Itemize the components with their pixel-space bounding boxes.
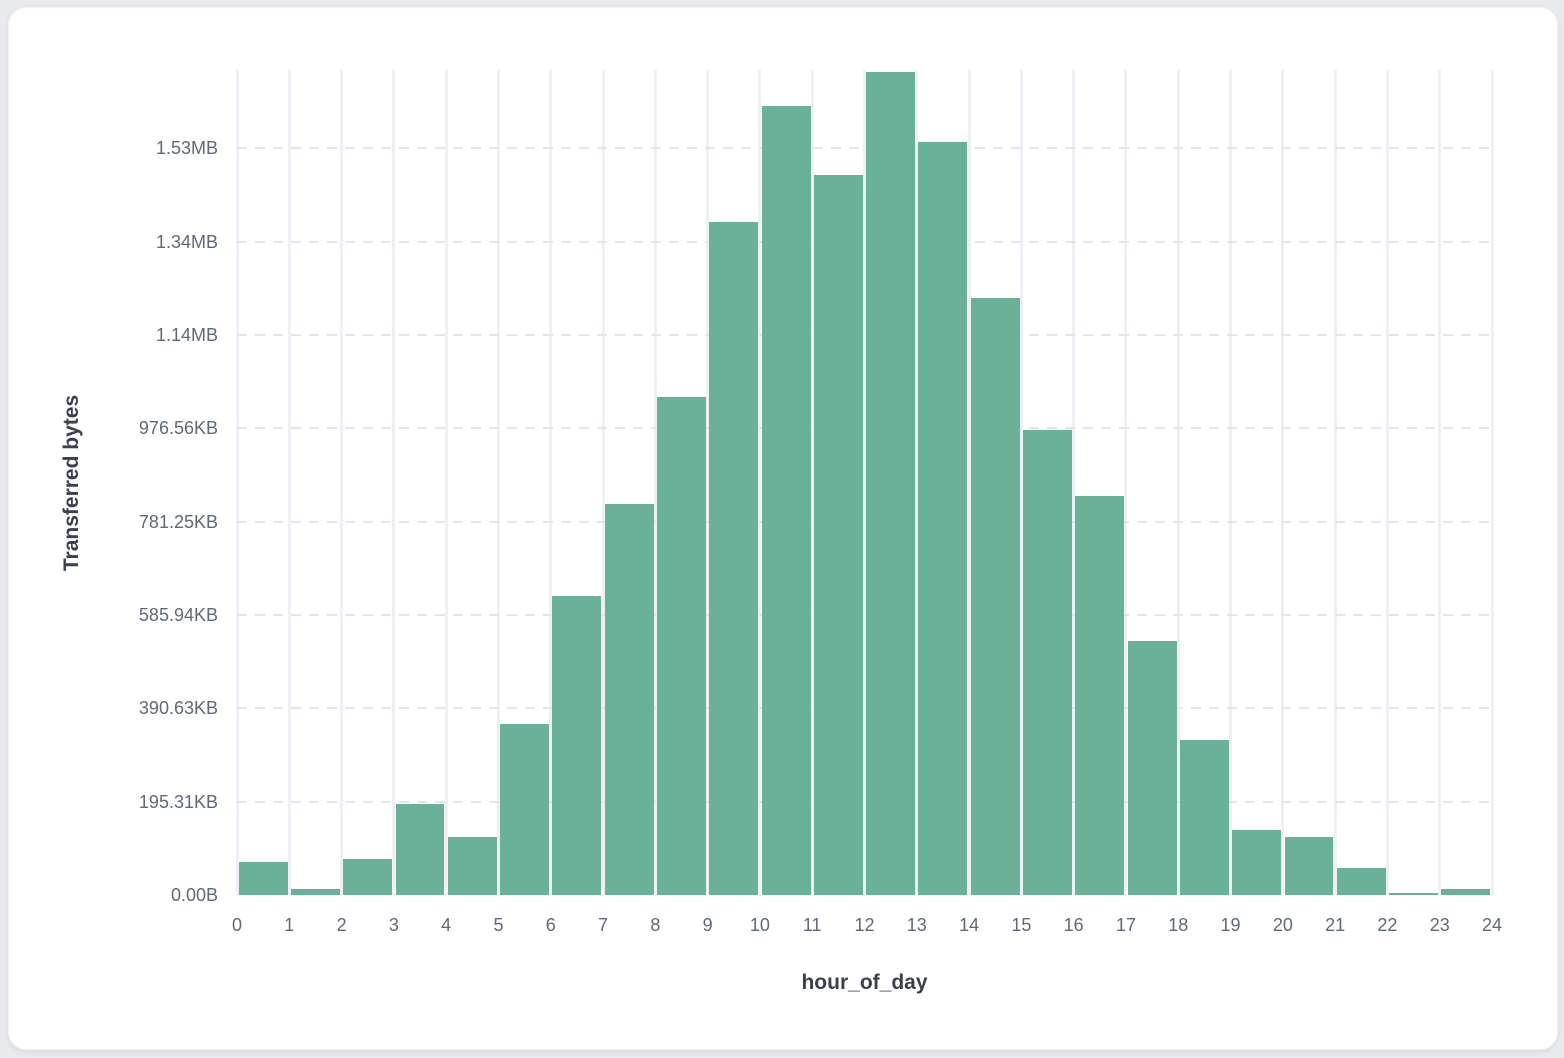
y-axis-title: Transferred bytes — [60, 394, 83, 572]
y-gridline — [237, 800, 1492, 803]
y-tick-label: 390.63KB — [138, 698, 218, 719]
histogram-bar-hour-8[interactable] — [657, 396, 706, 895]
histogram-bar-hour-5[interactable] — [500, 723, 550, 895]
x-gridline — [863, 70, 866, 895]
y-tick-label: 976.56KB — [138, 418, 218, 439]
x-gridline — [1333, 70, 1337, 895]
y-tick-label: 195.31KB — [138, 791, 218, 812]
histogram-bar-hour-19[interactable] — [1232, 830, 1282, 895]
x-gridline — [1124, 70, 1128, 895]
x-gridline — [915, 70, 919, 895]
x-gridline — [1490, 70, 1494, 895]
x-tick-label: 4 — [441, 915, 452, 935]
x-tick-label: 16 — [1063, 915, 1084, 935]
x-gridline — [392, 70, 396, 895]
y-tick-label: 781.25KB — [138, 511, 218, 532]
histogram-bar-hour-11[interactable] — [813, 174, 863, 895]
y-gridline — [237, 520, 1492, 523]
x-gridline — [1072, 70, 1076, 895]
x-tick-label: 10 — [749, 915, 770, 935]
x-gridline — [1281, 70, 1285, 895]
y-tick-label: 1.53MB — [155, 138, 218, 159]
x-gridline — [758, 70, 762, 895]
histogram-bar-hour-3[interactable] — [395, 804, 445, 895]
histogram-bar-hour-9[interactable] — [709, 221, 759, 895]
x-gridline — [1019, 70, 1023, 895]
histogram-bar-hour-16[interactable] — [1075, 495, 1125, 895]
x-tick-label: 5 — [493, 915, 504, 935]
x-gridline — [653, 70, 657, 895]
histogram-bar-hour-23[interactable] — [1441, 889, 1491, 895]
histogram-bar-hour-17[interactable] — [1127, 640, 1177, 895]
x-gridline — [1176, 70, 1180, 895]
x-axis-title: hour_of_day — [801, 971, 928, 994]
x-tick-label: 2 — [336, 915, 347, 935]
x-tick-label: 20 — [1272, 915, 1293, 935]
x-gridline — [706, 70, 710, 895]
x-gridline — [549, 70, 553, 895]
y-gridline — [237, 613, 1492, 616]
x-gridline — [287, 70, 291, 895]
x-gridline — [967, 70, 971, 895]
histogram-bar-hour-14[interactable] — [970, 297, 1020, 895]
histogram-bar-hour-21[interactable] — [1336, 868, 1386, 895]
x-tick-label: 12 — [854, 915, 875, 935]
histogram-bar-hour-6[interactable] — [552, 595, 602, 895]
y-gridline — [237, 427, 1492, 430]
x-gridline — [496, 70, 500, 895]
histogram-bar-hour-2[interactable] — [343, 859, 393, 895]
y-gridline — [237, 240, 1492, 243]
x-tick-label: 3 — [388, 915, 399, 935]
x-tick-label: 1 — [284, 915, 295, 935]
y-tick-label: 585.94KB — [138, 604, 218, 625]
x-gridline — [1438, 70, 1442, 895]
x-tick-label: 11 — [802, 915, 822, 935]
x-gridline — [235, 70, 239, 895]
y-gridline — [237, 707, 1492, 710]
x-tick-label: 8 — [650, 915, 661, 935]
y-tick-label: 1.34MB — [155, 231, 218, 252]
x-tick-label: 19 — [1220, 915, 1241, 935]
y-tick-label: 0.00B — [170, 885, 218, 905]
x-tick-label: 0 — [231, 915, 242, 935]
x-tick-label: 9 — [702, 915, 713, 935]
histogram-bar-hour-4[interactable] — [447, 836, 497, 895]
x-gridline — [601, 70, 605, 895]
x-tick-label: 18 — [1168, 915, 1189, 935]
x-tick-label: 13 — [906, 915, 927, 935]
x-gridline — [810, 70, 814, 895]
x-tick-label: 21 — [1325, 915, 1346, 935]
y-gridline — [237, 333, 1492, 336]
x-tick-label: 17 — [1115, 915, 1136, 935]
x-tick-label: 24 — [1481, 915, 1503, 935]
histogram-bar-hour-15[interactable] — [1023, 429, 1072, 895]
x-gridline — [1385, 70, 1389, 895]
histogram-bar-hour-13[interactable] — [918, 141, 968, 895]
histogram-bar-hour-0[interactable] — [238, 861, 288, 895]
histogram-bar-hour-18[interactable] — [1179, 740, 1229, 895]
y-tick-label: 1.14MB — [155, 324, 218, 345]
x-gridline — [444, 70, 448, 895]
histogram-bar-hour-20[interactable] — [1284, 837, 1334, 895]
histogram-bar-hour-7[interactable] — [604, 504, 654, 895]
x-tick-label: 22 — [1377, 915, 1398, 935]
x-tick-label: 14 — [959, 915, 980, 935]
x-tick-label: 7 — [598, 915, 609, 935]
histogram-bar-hour-10[interactable] — [761, 106, 811, 895]
x-gridline — [1229, 70, 1233, 895]
y-gridline — [237, 147, 1492, 150]
histogram-bar-hour-22[interactable] — [1389, 892, 1438, 895]
histogram-bar-hour-1[interactable] — [290, 889, 340, 895]
x-tick-label: 23 — [1429, 915, 1450, 935]
histogram-bar-hour-12[interactable] — [866, 71, 916, 895]
x-gridline — [340, 70, 344, 895]
x-tick-label: 15 — [1011, 915, 1032, 935]
x-tick-label: 6 — [545, 915, 556, 935]
